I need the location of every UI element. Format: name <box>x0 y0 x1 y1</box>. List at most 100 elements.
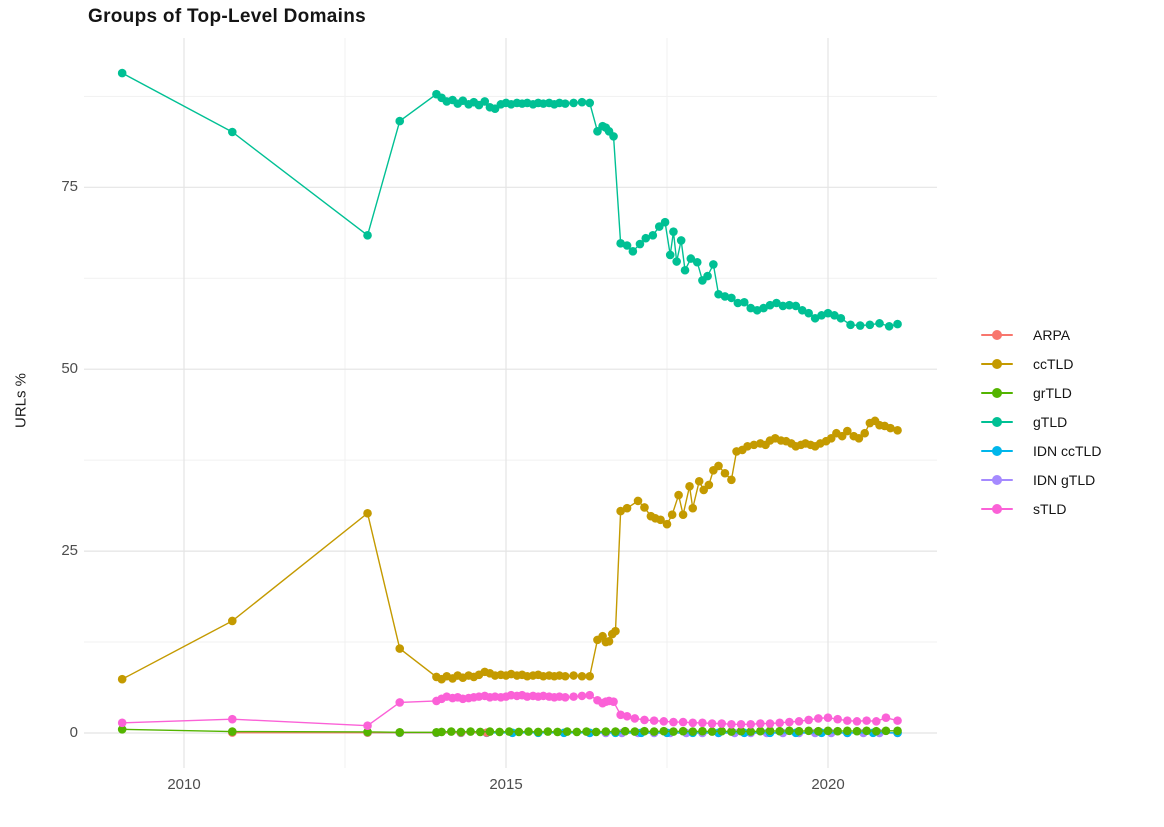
data-point <box>775 718 784 728</box>
x-tick-label-2020: 2020 <box>811 776 845 793</box>
data-point <box>669 727 678 736</box>
data-point <box>727 727 736 736</box>
legend-label: ccTLD <box>1033 355 1074 372</box>
data-point <box>791 301 801 311</box>
data-point <box>884 321 894 331</box>
legend-key-dot <box>992 358 1002 369</box>
data-point <box>797 305 807 315</box>
legend-label: grTLD <box>1033 384 1072 401</box>
data-point <box>698 726 707 736</box>
y-axis-title: URLs % <box>12 373 30 429</box>
data-point <box>775 726 784 736</box>
legend-key-icon <box>981 474 1013 485</box>
data-point <box>609 132 618 141</box>
data-point <box>843 426 852 436</box>
data-point <box>560 671 570 681</box>
data-point <box>514 727 524 737</box>
data-point <box>836 313 846 323</box>
data-point <box>601 727 611 736</box>
legend-label: gTLD <box>1033 413 1068 430</box>
data-point <box>893 319 902 329</box>
data-point <box>694 476 704 486</box>
data-point <box>785 717 794 727</box>
data-point <box>609 697 618 707</box>
legend-item-gTLD: gTLD <box>981 407 1101 436</box>
data-point <box>569 692 578 701</box>
data-point <box>485 727 495 736</box>
data-point <box>569 671 578 680</box>
data-point <box>633 496 643 506</box>
data-point <box>688 718 698 728</box>
data-point <box>659 717 669 726</box>
legend-label: IDN gTLD <box>1033 471 1096 488</box>
data-point <box>466 727 475 736</box>
data-point <box>665 250 675 260</box>
data-point <box>804 715 813 725</box>
legend-key-dot <box>992 503 1002 514</box>
chart-title: Groups of Top-Level Domains <box>88 6 366 27</box>
data-point <box>480 97 490 106</box>
data-point <box>620 726 630 736</box>
legend-key-icon <box>981 445 1013 456</box>
data-point <box>717 719 727 728</box>
data-point <box>678 510 688 520</box>
data-point <box>495 727 504 737</box>
data-point <box>875 319 884 328</box>
data-point <box>591 727 601 737</box>
data-point <box>746 727 756 736</box>
data-point <box>560 99 570 108</box>
data-point <box>778 301 788 311</box>
data-point <box>678 726 688 736</box>
data-point <box>843 726 852 736</box>
data-point <box>717 726 727 736</box>
data-point <box>630 727 640 736</box>
legend-key-icon <box>981 358 1013 369</box>
data-point <box>893 426 902 435</box>
data-point <box>622 711 632 721</box>
data-point <box>759 303 768 313</box>
legend-label: sTLD <box>1033 500 1067 517</box>
x-tick-label-2010: 2010 <box>167 776 201 793</box>
data-point <box>437 727 446 737</box>
data-point <box>117 68 127 78</box>
data-point <box>616 506 625 516</box>
data-point <box>395 644 405 653</box>
data-point <box>640 726 649 736</box>
data-point <box>669 717 678 727</box>
data-point <box>674 490 683 500</box>
data-point <box>622 503 632 513</box>
data-point <box>395 698 405 707</box>
data-point <box>720 468 730 478</box>
y-tick-label-50: 50 <box>61 360 78 378</box>
data-point <box>703 271 712 281</box>
data-point <box>707 727 717 736</box>
data-point <box>727 719 736 729</box>
data-point <box>553 727 562 737</box>
data-point <box>572 727 582 737</box>
data-point <box>628 247 638 256</box>
data-point <box>698 718 707 728</box>
data-point <box>641 233 651 243</box>
x-tick-label-2015: 2015 <box>489 776 523 793</box>
data-point <box>616 710 625 720</box>
data-point <box>736 719 746 729</box>
legend-key-icon <box>981 503 1013 514</box>
data-point <box>672 257 681 266</box>
data-point <box>785 300 794 310</box>
legend-item-sTLD: sTLD <box>981 494 1101 523</box>
data-point <box>543 727 553 736</box>
data-point <box>685 482 694 491</box>
legend-label: IDN ccTLD <box>1033 442 1102 459</box>
data-point <box>363 721 372 731</box>
legend-key-dot <box>992 387 1002 398</box>
data-point <box>228 616 237 626</box>
data-point <box>622 241 632 250</box>
data-point <box>720 292 730 301</box>
data-point <box>228 714 237 724</box>
data-point <box>560 693 570 702</box>
data-point <box>648 231 658 240</box>
data-point <box>804 308 813 318</box>
y-tick-label-0: 0 <box>69 724 78 741</box>
data-point <box>630 714 640 723</box>
